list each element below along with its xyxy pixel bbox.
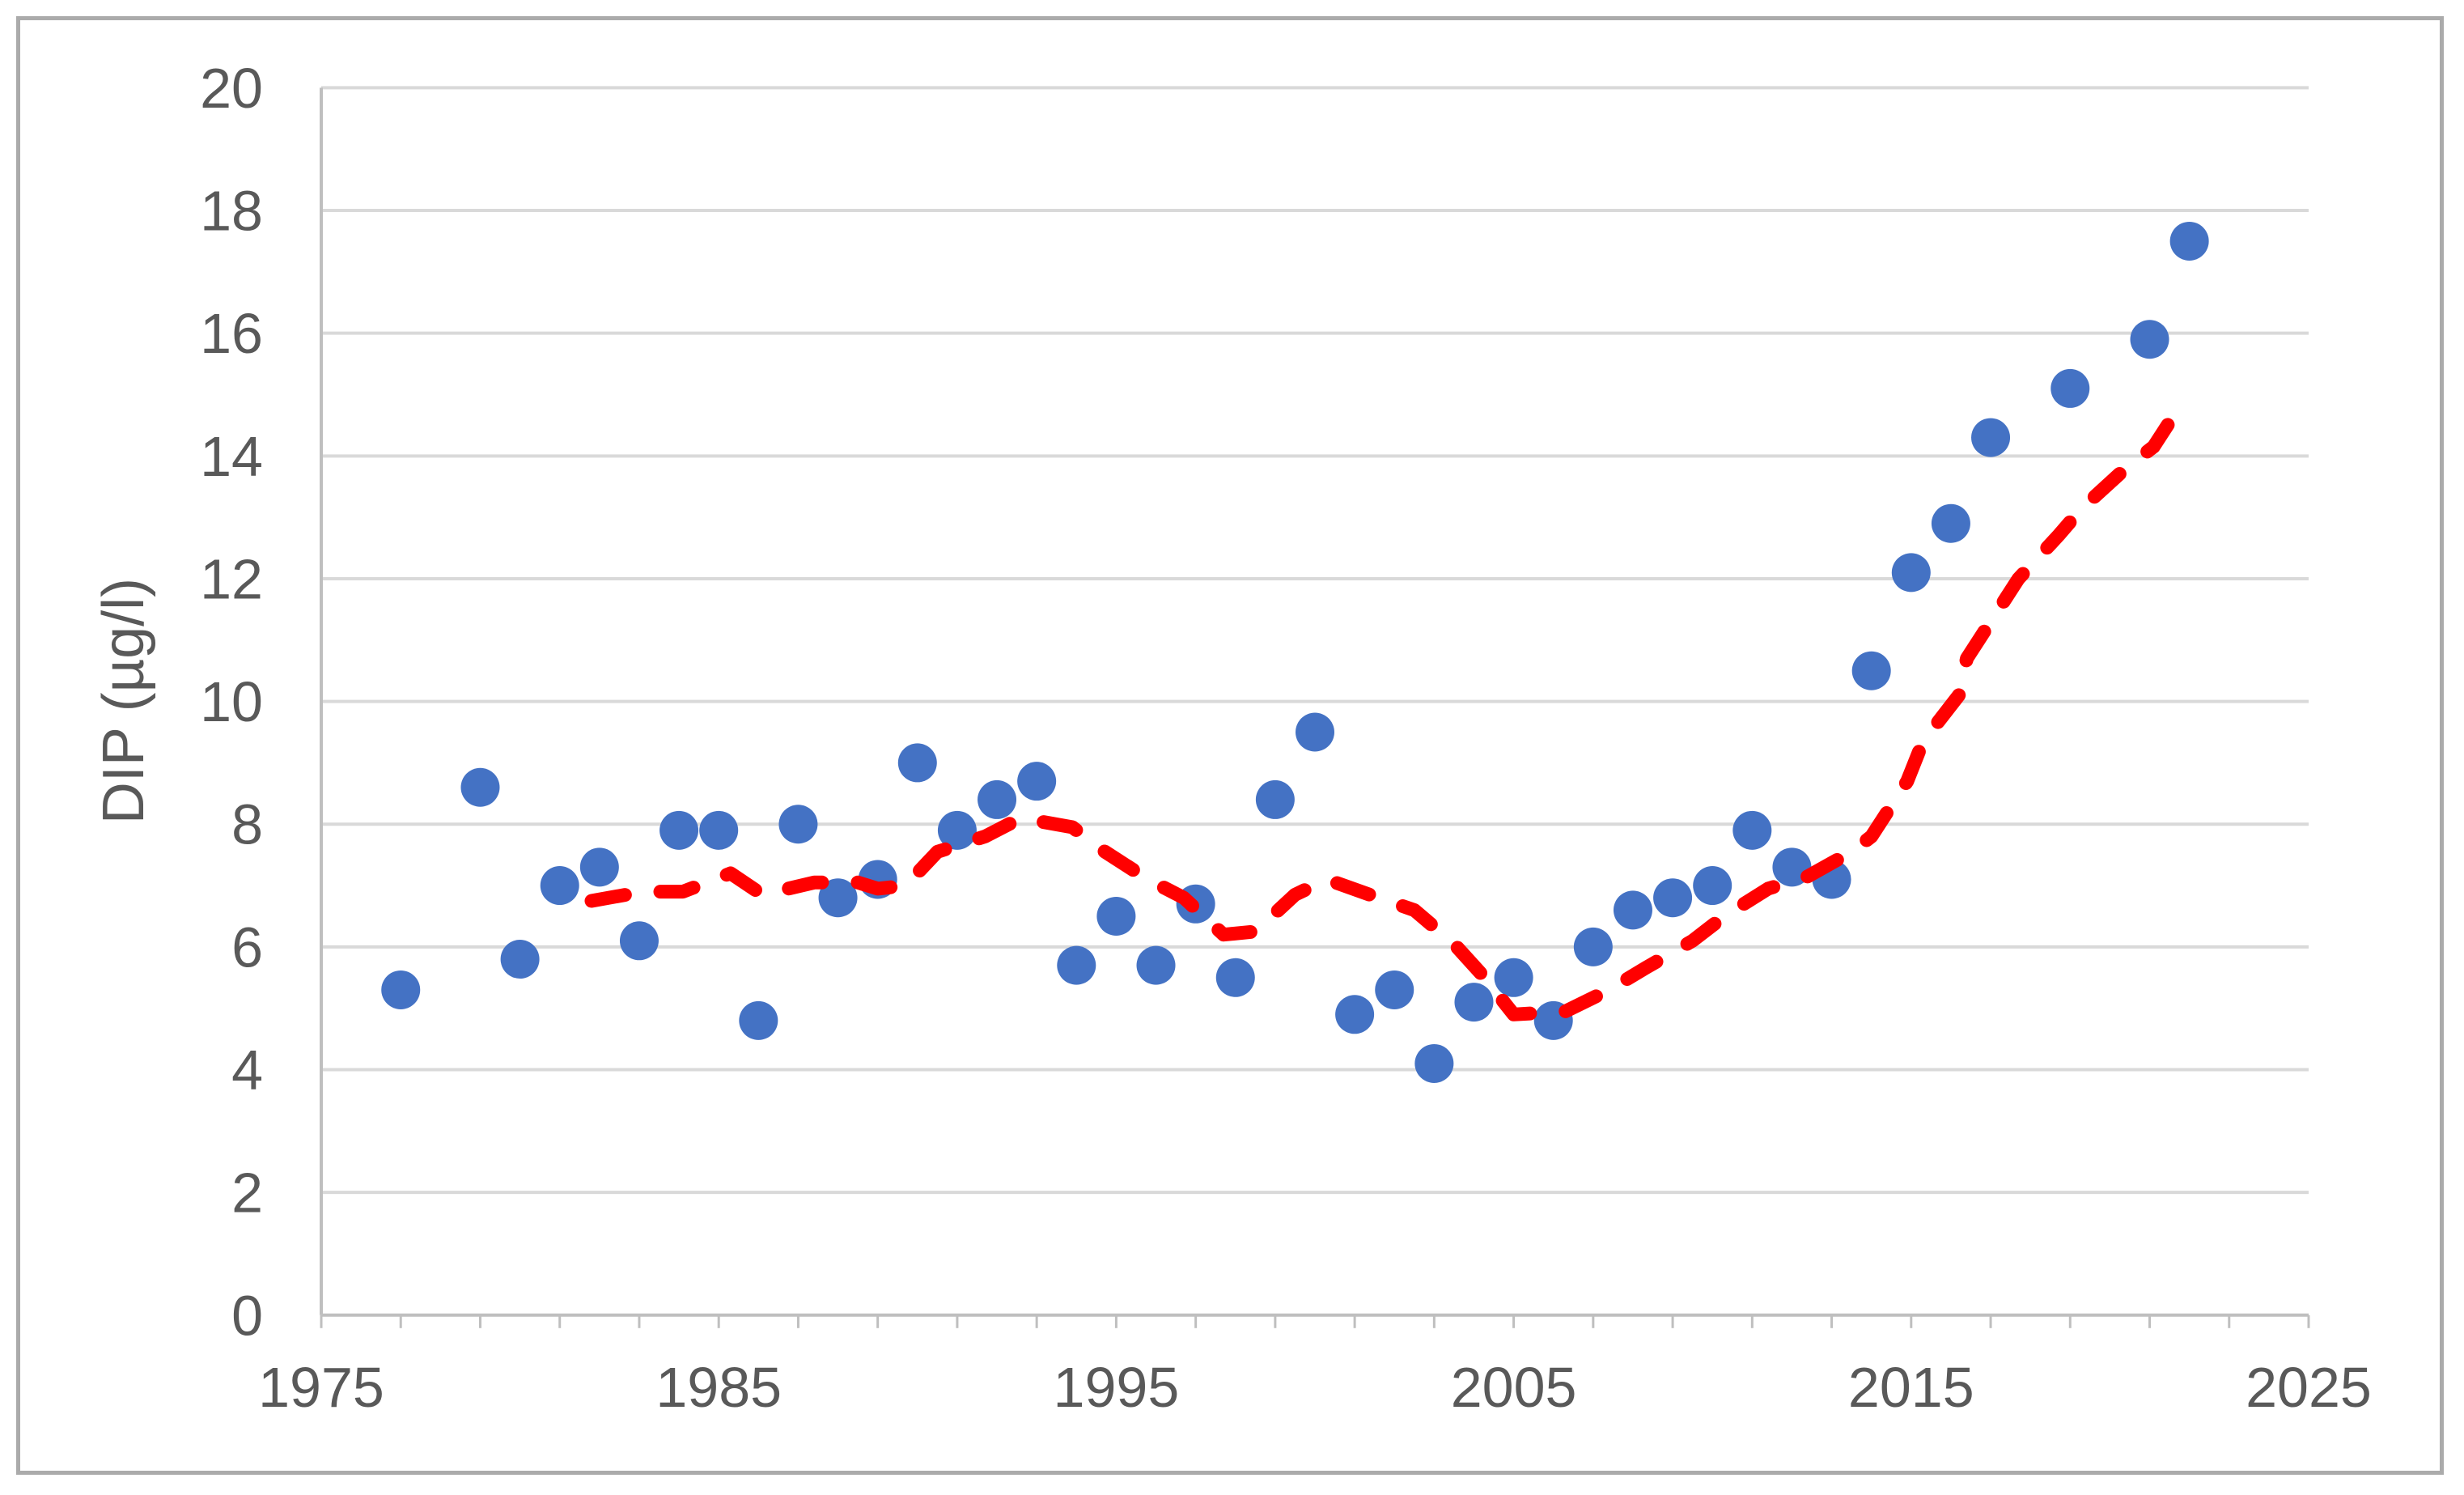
data-point — [1335, 995, 1375, 1034]
data-point — [500, 940, 540, 979]
data-point — [1971, 418, 2011, 457]
data-point — [1296, 712, 1334, 752]
data-point — [1215, 958, 1255, 997]
x-tick-label: 1985 — [655, 1356, 782, 1419]
data-point — [1653, 878, 1693, 918]
data-point — [739, 1000, 778, 1040]
data-point — [778, 805, 818, 844]
data-point — [2130, 320, 2169, 359]
data-point — [1057, 945, 1096, 985]
y-tick-label: 14 — [200, 425, 263, 488]
data-point — [937, 810, 977, 850]
data-point — [540, 866, 579, 906]
data-point — [619, 921, 659, 961]
data-point — [1931, 503, 1970, 543]
y-tick-label: 8 — [231, 793, 263, 856]
data-point — [1414, 1043, 1454, 1083]
axes — [320, 87, 2309, 1317]
y-tick-label: 20 — [200, 57, 263, 120]
data-point — [1096, 896, 1136, 936]
data-point — [1573, 927, 1613, 966]
data-point — [897, 743, 937, 783]
data-point — [1613, 890, 1652, 930]
x-tick-label: 1995 — [1054, 1356, 1180, 1419]
data-point — [579, 847, 619, 887]
x-tick-label: 2015 — [1848, 1356, 1974, 1419]
y-axis-title: DIP (µg/l) — [91, 578, 156, 824]
data-point — [1891, 553, 1931, 592]
x-tick-label: 2025 — [2246, 1356, 2372, 1419]
data-point — [1375, 970, 1414, 1009]
trend-line-path — [584, 397, 2189, 1021]
y-tick-label: 10 — [200, 670, 263, 733]
data-point — [1732, 810, 1772, 850]
data-point — [460, 767, 500, 807]
data-point — [1255, 779, 1295, 819]
data-point — [2051, 368, 2090, 408]
y-tick-label: 18 — [200, 180, 263, 243]
trend-line — [584, 397, 2189, 1021]
y-tick-label: 6 — [231, 915, 263, 979]
data-point — [381, 970, 421, 1009]
data-point — [699, 810, 739, 850]
data-point — [818, 878, 858, 918]
scatter-points — [381, 221, 2209, 1083]
data-point — [659, 810, 699, 850]
data-point — [1851, 651, 1891, 690]
data-point — [1454, 983, 1494, 1022]
data-point — [2169, 221, 2209, 261]
y-tick-label: 16 — [200, 302, 263, 365]
x-axis-ticks — [320, 1314, 2310, 1328]
data-point — [1693, 866, 1732, 906]
data-point — [978, 779, 1017, 819]
data-point — [1017, 762, 1057, 801]
y-tick-label: 12 — [200, 547, 263, 610]
data-point — [1136, 945, 1176, 985]
y-axis-labels: 0 2 4 6 8 10 12 14 16 18 20 — [200, 57, 263, 1347]
data-point — [1494, 958, 1533, 997]
gridlines — [321, 86, 2309, 1195]
y-tick-label: 2 — [231, 1162, 263, 1225]
y-tick-label: 4 — [231, 1038, 263, 1102]
x-tick-label: 2005 — [1451, 1356, 1577, 1419]
y-tick-label: 0 — [231, 1284, 263, 1347]
x-axis-labels: 1975 1985 1995 2005 2015 2025 — [258, 1356, 2372, 1419]
x-tick-label: 1975 — [258, 1356, 384, 1419]
